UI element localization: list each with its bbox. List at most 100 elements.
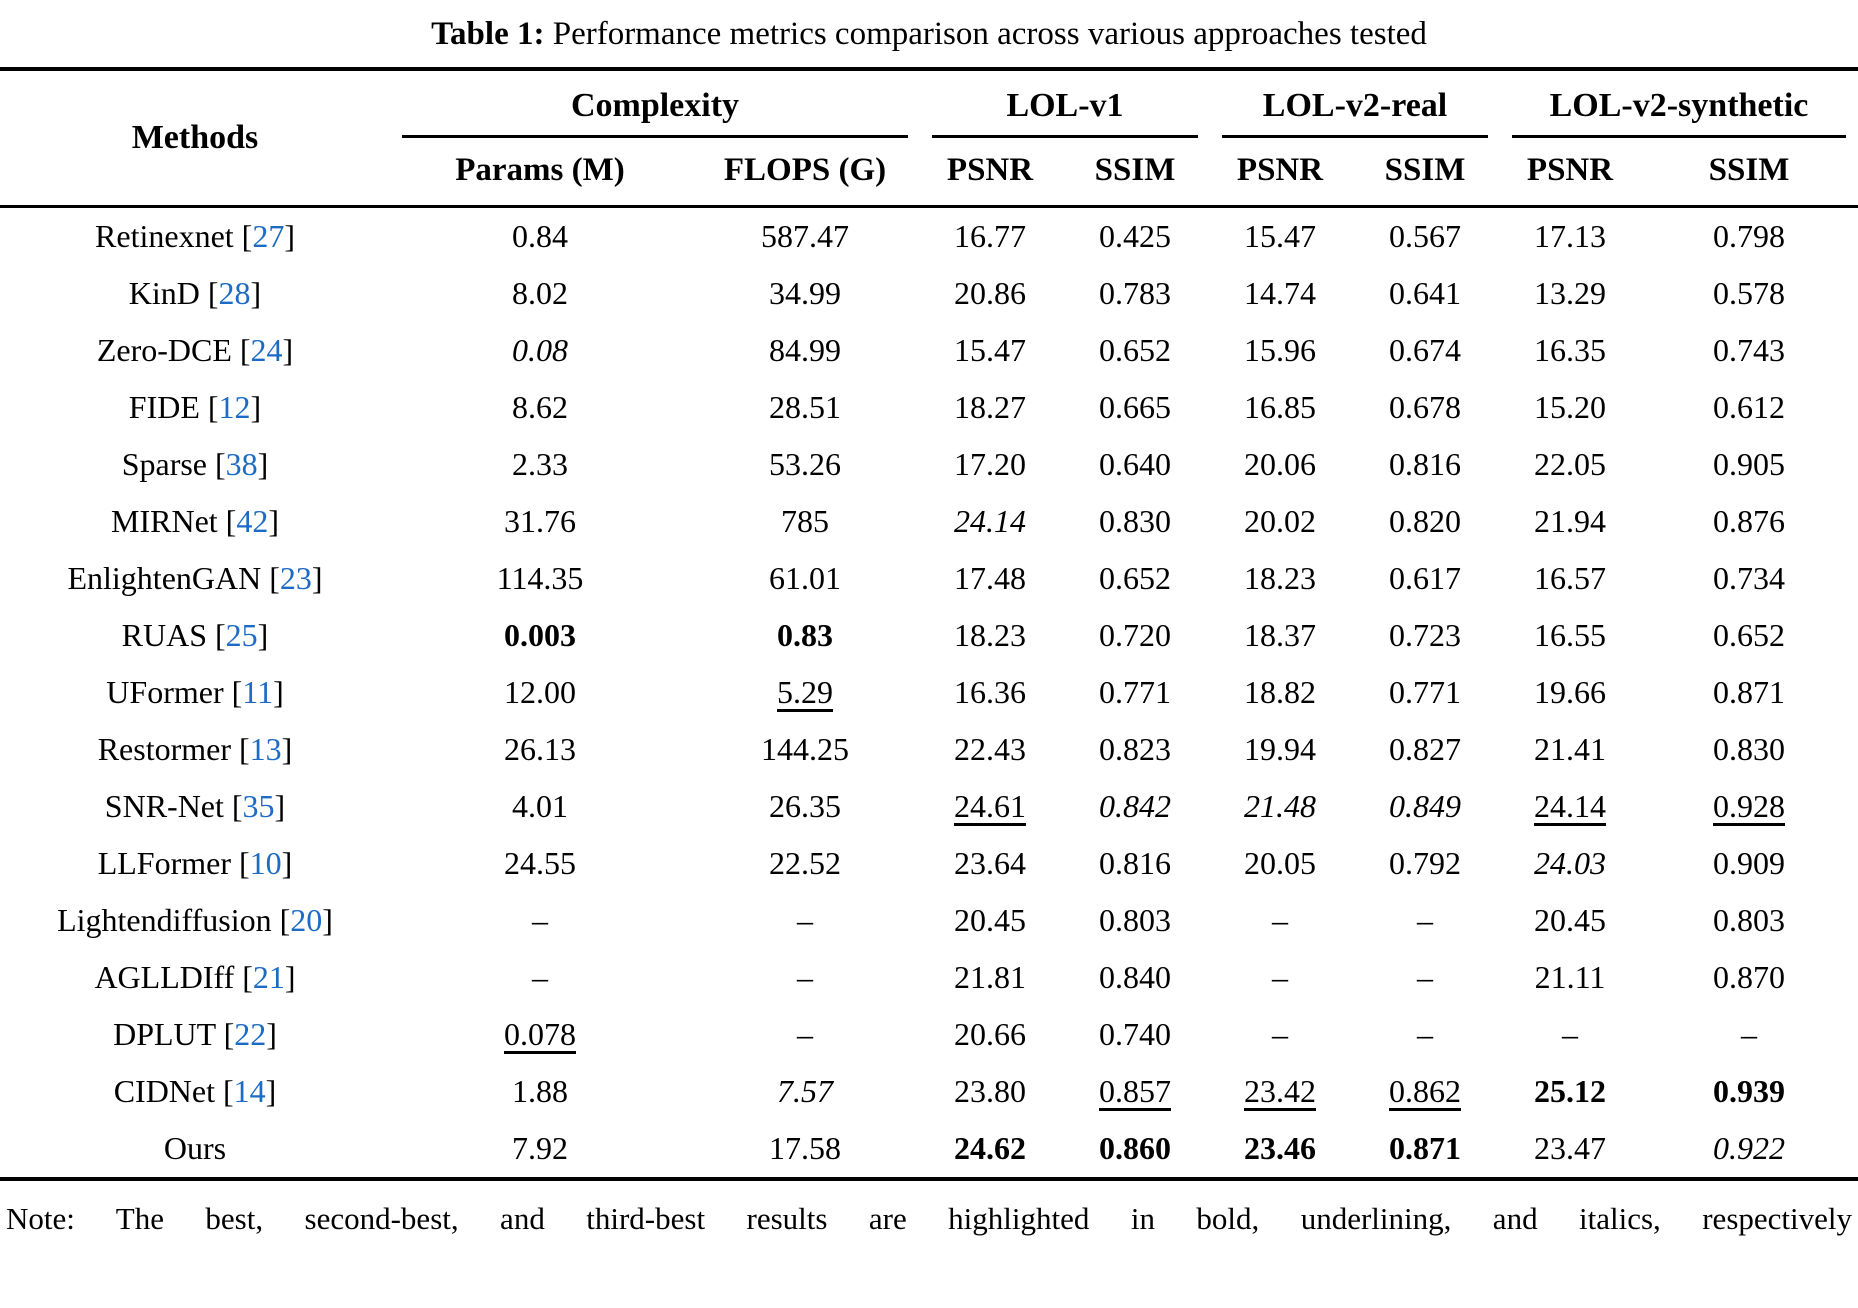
cell: 22.43 xyxy=(954,731,1026,767)
cell: 21.94 xyxy=(1534,503,1606,539)
cell: – xyxy=(532,902,548,938)
cell: 20.05 xyxy=(1244,845,1316,881)
cell: 16.85 xyxy=(1244,389,1316,425)
citation-bracket: ] xyxy=(284,218,295,254)
citation-bracket: ] xyxy=(250,389,262,425)
citation-link[interactable]: 27 xyxy=(252,218,285,254)
method-cell: Retinexnet [27] xyxy=(0,207,390,266)
cell: 0.678 xyxy=(1389,389,1461,425)
citation-bracket: ] xyxy=(274,788,286,824)
cell: – xyxy=(797,959,813,995)
cell: 22.52 xyxy=(769,845,841,881)
cell: 5.29 xyxy=(777,674,833,710)
citation-link[interactable]: 35 xyxy=(242,788,275,824)
cell: 0.860 xyxy=(1099,1130,1171,1166)
cell: – xyxy=(532,959,548,995)
table-row: UFormer [11] 12.00 5.29 16.36 0.771 18.8… xyxy=(0,664,1858,721)
citation-bracket: [ xyxy=(223,1073,234,1109)
citation-link[interactable]: 10 xyxy=(249,845,282,881)
citation-bracket: [ xyxy=(215,446,226,482)
citation-link[interactable]: 28 xyxy=(218,275,251,311)
cell: 24.55 xyxy=(504,845,576,881)
citation-bracket: ] xyxy=(250,275,262,311)
citation-link[interactable]: 12 xyxy=(218,389,251,425)
citation-link[interactable]: 11 xyxy=(242,674,274,710)
method-cell: FIDE [12] xyxy=(0,379,390,436)
cell: 20.02 xyxy=(1244,503,1316,539)
cell: 23.46 xyxy=(1244,1130,1316,1166)
citation-link[interactable]: 23 xyxy=(279,560,312,596)
table-row: KinD [28] 8.02 34.99 20.86 0.783 14.74 0… xyxy=(0,265,1858,322)
method-cell: Restormer [13] xyxy=(0,721,390,778)
citation-link[interactable]: 42 xyxy=(236,503,269,539)
citation-link[interactable]: 25 xyxy=(225,617,258,653)
cell: 15.20 xyxy=(1534,389,1606,425)
cell: 0.720 xyxy=(1099,617,1171,653)
col-header-flops: FLOPS (G) xyxy=(723,152,887,188)
cell: 20.66 xyxy=(954,1016,1026,1052)
col-header-v1-ssim: SSIM xyxy=(1094,152,1176,188)
cell: 7.57 xyxy=(777,1073,833,1109)
cell: 0.783 xyxy=(1099,275,1171,311)
table-row: Zero-DCE [24] 0.08 84.99 15.47 0.652 15.… xyxy=(0,322,1858,379)
citation-link[interactable]: 20 xyxy=(290,902,323,938)
col-header-v2syn-psnr: PSNR xyxy=(1526,152,1614,188)
cell: 23.42 xyxy=(1244,1073,1316,1109)
cell: 25.12 xyxy=(1534,1073,1606,1109)
cell: 0.827 xyxy=(1389,731,1461,767)
citation-bracket: [ xyxy=(238,731,250,767)
cell: 0.612 xyxy=(1713,389,1785,425)
cell: 114.35 xyxy=(496,560,584,596)
cell: 24.14 xyxy=(954,503,1026,539)
citation-link[interactable]: 14 xyxy=(233,1073,266,1109)
cell: 0.803 xyxy=(1099,902,1171,938)
cell: 13.29 xyxy=(1534,275,1606,311)
cell: 7.92 xyxy=(512,1130,568,1166)
citation-link[interactable]: 21 xyxy=(252,959,285,995)
cell: 0.771 xyxy=(1389,674,1461,710)
method-name: LLFormer xyxy=(97,845,231,881)
citation-link[interactable]: 13 xyxy=(249,731,282,767)
table-row: RUAS [25] 0.003 0.83 18.23 0.720 18.37 0… xyxy=(0,607,1858,664)
group-header-lol-v1: LOL-v1 xyxy=(920,69,1210,138)
method-name: Zero-DCE xyxy=(96,332,232,368)
method-cell: Ours xyxy=(0,1120,390,1179)
cell: 16.77 xyxy=(954,218,1026,254)
sub-header-row: Params (M) FLOPS (G) PSNR SSIM PSNR SSIM… xyxy=(0,138,1858,207)
cell: 26.35 xyxy=(769,788,841,824)
citation-link[interactable]: 24 xyxy=(250,332,283,368)
table-caption-text: Performance metrics comparison across va… xyxy=(552,16,1427,52)
cell: 0.871 xyxy=(1713,674,1785,710)
cell: 24.14 xyxy=(1534,788,1606,824)
method-name: KinD xyxy=(128,275,200,311)
cell: 21.48 xyxy=(1244,788,1316,824)
group-header-lol-v2-synthetic: LOL-v2-synthetic xyxy=(1500,69,1858,138)
col-header-methods: Methods xyxy=(131,119,259,156)
table-row: LLFormer [10] 24.55 22.52 23.64 0.816 20… xyxy=(0,835,1858,892)
cell: – xyxy=(1417,902,1433,938)
table-row: Lightendiffusion [20] – – 20.45 0.803 – … xyxy=(0,892,1858,949)
cell: 0.909 xyxy=(1713,845,1785,881)
method-cell: EnlightenGAN [23] xyxy=(0,550,390,607)
cell: 0.816 xyxy=(1099,845,1171,881)
cell: 17.58 xyxy=(769,1130,841,1166)
cell: 0.83 xyxy=(777,617,833,653)
cell: 144.25 xyxy=(761,731,849,767)
cell: 21.81 xyxy=(954,959,1026,995)
cell: – xyxy=(1417,959,1433,995)
citation-link[interactable]: 38 xyxy=(225,446,258,482)
table-row: DPLUT [22] 0.078 – 20.66 0.740 – – – – xyxy=(0,1006,1858,1063)
citation-link[interactable]: 22 xyxy=(234,1016,267,1052)
cell: 0.652 xyxy=(1099,332,1171,368)
cell: 15.47 xyxy=(1244,218,1316,254)
cell: 0.003 xyxy=(504,617,576,653)
cell: 0.734 xyxy=(1713,560,1785,596)
citation-bracket: ] xyxy=(268,503,279,539)
cell: 0.743 xyxy=(1713,332,1785,368)
method-name: AGLLDIff xyxy=(94,959,235,995)
results-table: Methods Complexity LOL-v1 LOL-v2-real LO… xyxy=(0,67,1858,1181)
citation-bracket: ] xyxy=(322,902,333,938)
method-cell: UFormer [11] xyxy=(0,664,390,721)
cell: 0.876 xyxy=(1713,503,1785,539)
cell: 15.47 xyxy=(954,332,1026,368)
